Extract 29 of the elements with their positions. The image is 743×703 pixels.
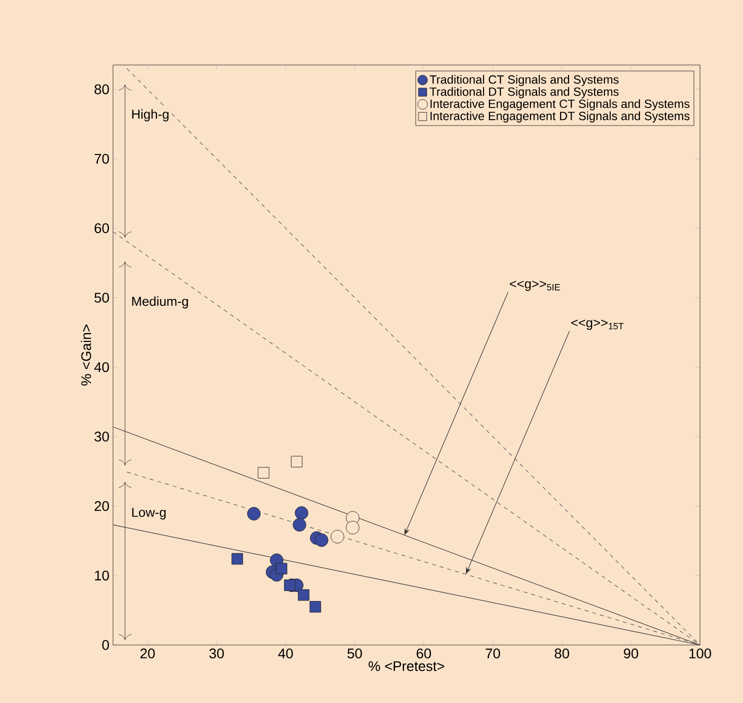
legend-label: Interactive Engagement DT Signals and Systems <box>430 111 690 123</box>
x-tick-label: 90 <box>624 648 638 658</box>
y-axis-title: % <Gain> <box>80 324 92 386</box>
legend-label: Traditional CT Signals and Systems <box>430 74 619 86</box>
legend-label: Traditional DT Signals and Systems <box>430 87 619 98</box>
x-tick-label: 100 <box>689 648 712 658</box>
x-tick-label: 70 <box>486 648 500 658</box>
y-tick-label: 10 <box>95 570 109 580</box>
y-tick-label: 70 <box>94 154 109 164</box>
x-tick-label: 30 <box>209 648 224 658</box>
y-tick-label: 60 <box>94 223 109 234</box>
annotation: High-g <box>132 109 169 122</box>
y-tick-label: 50 <box>94 292 109 303</box>
annotation: <<g>>$_{15T}$ <box>571 320 624 330</box>
y-tick-label: 0 <box>102 640 109 650</box>
x-tick-label: 40 <box>278 648 293 658</box>
x-axis-title: % <Pretest> <box>368 661 444 672</box>
annotation: Low-g <box>132 508 166 520</box>
y-tick-label: 40 <box>94 362 109 372</box>
x-tick-label: 20 <box>140 648 155 658</box>
y-tick-label: 80 <box>94 84 109 94</box>
y-tick-label: 30 <box>94 432 109 442</box>
legend-label: Interactive Engagement CT Signals and Systems <box>430 99 690 110</box>
annotation: <<g>>$_{5IE}$ <box>510 280 560 291</box>
x-tick-label: 60 <box>416 648 431 658</box>
x-tick-label: 50 <box>348 648 362 658</box>
x-tick-label: 80 <box>554 648 570 658</box>
y-tick-label: 20 <box>94 501 109 512</box>
annotation: Medium-g <box>132 296 188 308</box>
